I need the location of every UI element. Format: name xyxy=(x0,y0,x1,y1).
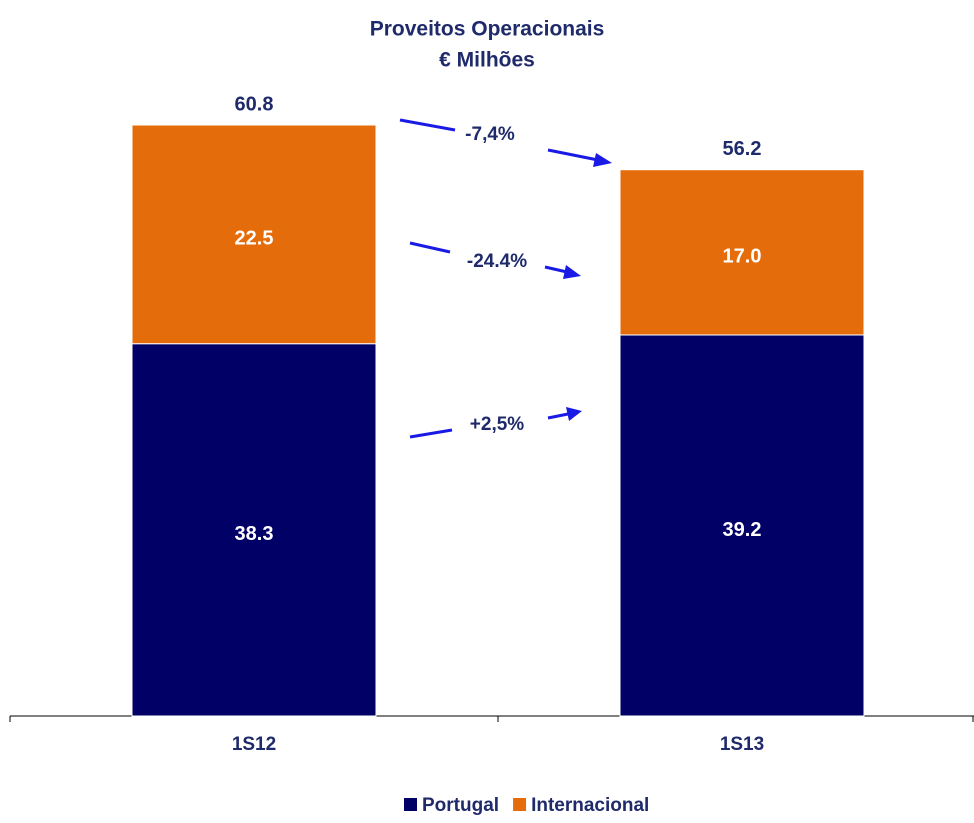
legend-label: Internacional xyxy=(531,795,649,816)
bar-segment xyxy=(619,169,865,336)
arrow-line xyxy=(409,241,451,254)
change-arrows xyxy=(399,118,612,439)
bar-segment xyxy=(131,124,377,345)
arrow-line xyxy=(547,148,599,162)
annotation: -7,4% xyxy=(465,124,515,145)
arrow-head xyxy=(593,153,612,167)
data-label: 22.5 xyxy=(235,228,274,250)
chart-title: Proveitos Operacionais xyxy=(370,18,605,41)
total-label: 60.8 xyxy=(235,93,274,115)
data-label: 38.3 xyxy=(235,523,274,545)
annotation: +2,5% xyxy=(470,414,525,435)
x-tick-label: 1S12 xyxy=(232,734,276,755)
chart-subtitle: € Milhões xyxy=(439,49,535,72)
arrow-head xyxy=(563,265,581,279)
legend-swatch xyxy=(404,798,417,811)
x-tick-label: 1S13 xyxy=(720,734,764,755)
arrow-line xyxy=(409,428,453,439)
legend-swatch xyxy=(513,798,527,811)
arrow-line xyxy=(399,118,456,132)
arrow-head xyxy=(566,407,582,421)
bar-segment xyxy=(131,343,377,717)
legend-label: Portugal xyxy=(422,795,499,816)
bar-segment xyxy=(619,334,865,717)
arrow-line xyxy=(547,412,569,420)
total-label: 56.2 xyxy=(723,138,762,160)
arrow-line xyxy=(544,265,568,274)
data-label: 39.2 xyxy=(723,519,762,541)
data-label: 17.0 xyxy=(723,246,762,268)
annotation: -24.4% xyxy=(467,251,527,272)
